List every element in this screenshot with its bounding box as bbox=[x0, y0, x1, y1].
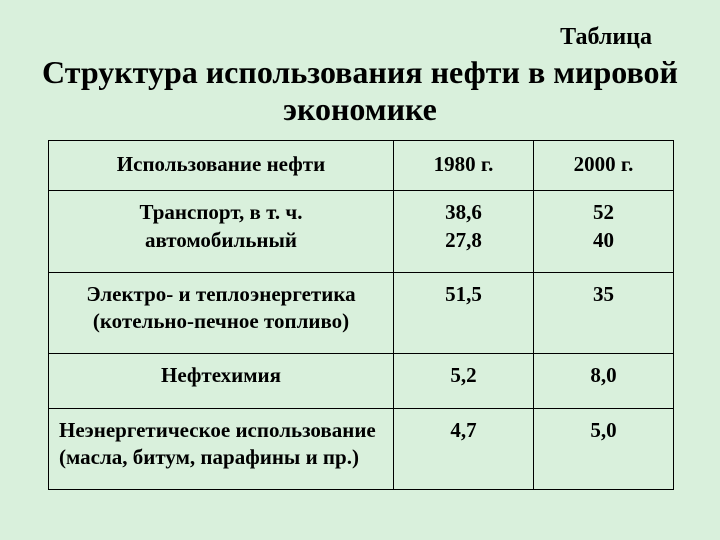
table-header-row: Использование нефти 1980 г. 2000 г. bbox=[49, 141, 674, 191]
cell-label: Транспорт, в т. ч.автомобильный bbox=[49, 191, 394, 273]
cell-label: Нефтехимия bbox=[49, 354, 394, 408]
table-caption: Таблица bbox=[560, 24, 652, 51]
cell-1980: 38,627,8 bbox=[394, 191, 534, 273]
table-row: Неэнергетическое использование(масла, би… bbox=[49, 408, 674, 490]
col-header-2000: 2000 г. bbox=[534, 141, 674, 191]
cell-1980: 4,7 bbox=[394, 408, 534, 490]
col-header-usage: Использование нефти bbox=[49, 141, 394, 191]
col-header-1980: 1980 г. bbox=[394, 141, 534, 191]
cell-2000: 35 bbox=[534, 272, 674, 354]
cell-1980: 51,5 bbox=[394, 272, 534, 354]
cell-2000: 8,0 bbox=[534, 354, 674, 408]
cell-1980: 5,2 bbox=[394, 354, 534, 408]
table-row: Электро- и теплоэнергетика(котельно-печн… bbox=[49, 272, 674, 354]
cell-2000: 5,0 bbox=[534, 408, 674, 490]
cell-label: Электро- и теплоэнергетика(котельно-печн… bbox=[49, 272, 394, 354]
page-title: Структура использования нефти в мировой … bbox=[0, 54, 720, 128]
cell-label: Неэнергетическое использование(масла, би… bbox=[49, 408, 394, 490]
data-table-container: Использование нефти 1980 г. 2000 г. Тран… bbox=[48, 140, 673, 490]
table-row: Нефтехимия 5,2 8,0 bbox=[49, 354, 674, 408]
table-row: Транспорт, в т. ч.автомобильный 38,627,8… bbox=[49, 191, 674, 273]
cell-2000: 5240 bbox=[534, 191, 674, 273]
data-table: Использование нефти 1980 г. 2000 г. Тран… bbox=[48, 140, 674, 490]
